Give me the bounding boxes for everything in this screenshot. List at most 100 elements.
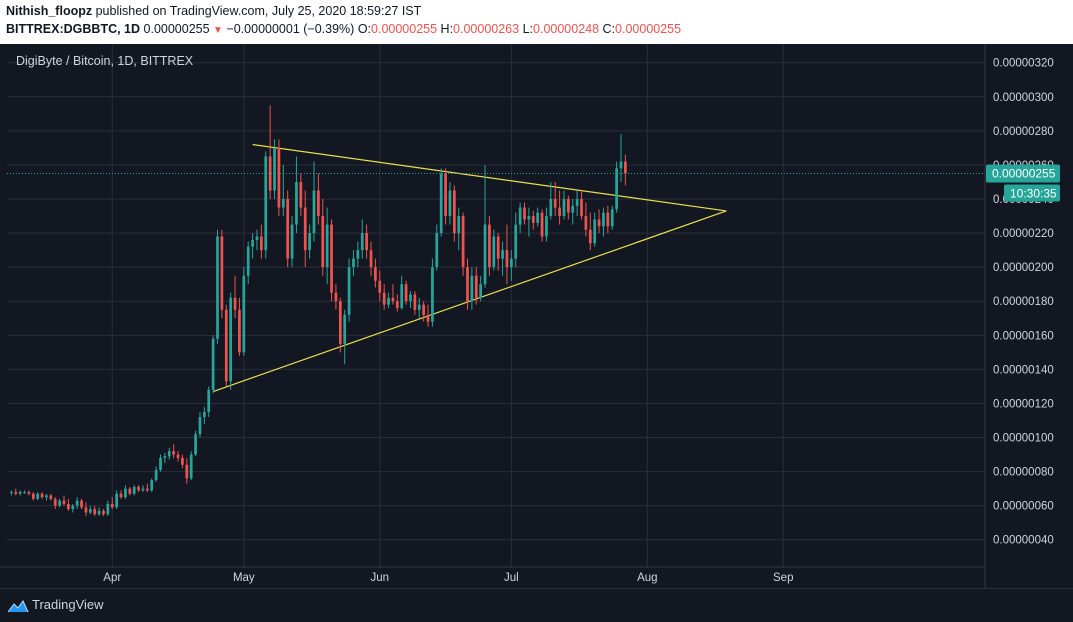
candle-body[interactable] (466, 267, 469, 302)
candle-body[interactable] (115, 493, 119, 508)
candle-body[interactable] (488, 224, 491, 268)
candle-body[interactable] (255, 236, 259, 240)
candle-body[interactable] (58, 500, 61, 506)
candle-body[interactable] (264, 156, 268, 251)
tradingview-logo-icon[interactable] (7, 598, 29, 614)
candle-body[interactable] (110, 503, 114, 508)
candle-body[interactable] (295, 181, 298, 225)
candle-body[interactable] (242, 275, 246, 353)
candle-body[interactable] (496, 236, 500, 259)
candle-body[interactable] (308, 233, 311, 251)
candle-body[interactable] (260, 236, 263, 251)
candle-body[interactable] (387, 297, 390, 305)
candle-body[interactable] (426, 314, 430, 322)
candle-body[interactable] (75, 500, 79, 506)
candle-body[interactable] (159, 457, 162, 470)
candle-body[interactable] (167, 451, 171, 457)
author-name[interactable]: Nithish_floopz (6, 4, 93, 18)
candle-body[interactable] (211, 338, 215, 390)
candle-body[interactable] (624, 161, 627, 174)
candle-body[interactable] (501, 250, 504, 259)
candle-body[interactable] (483, 224, 487, 285)
candle-body[interactable] (452, 190, 456, 234)
candle-body[interactable] (277, 147, 281, 208)
candle-body[interactable] (18, 492, 22, 494)
candle-body[interactable] (580, 199, 583, 217)
candle-body[interactable] (321, 216, 325, 268)
candle-body[interactable] (404, 284, 408, 302)
candle-body[interactable] (347, 267, 351, 315)
candle-body[interactable] (62, 500, 66, 504)
candle-body[interactable] (97, 510, 101, 515)
candle-body[interactable] (505, 250, 509, 268)
candle-body[interactable] (154, 469, 158, 481)
candle-body[interactable] (229, 297, 233, 382)
candle-body[interactable] (238, 309, 241, 353)
candle-body[interactable] (606, 212, 610, 227)
candle-body[interactable] (317, 190, 320, 217)
candle-body[interactable] (448, 190, 452, 217)
candle-body[interactable] (562, 199, 566, 217)
candle-body[interactable] (338, 301, 342, 344)
candle-body[interactable] (417, 304, 421, 310)
candle-body[interactable] (132, 486, 136, 494)
candle-body[interactable] (10, 492, 13, 494)
candle-body[interactable] (216, 236, 219, 339)
candle-body[interactable] (435, 233, 439, 268)
brand-name[interactable]: TradingView (32, 597, 104, 612)
candle-body[interactable] (527, 216, 531, 220)
candle-body[interactable] (369, 250, 373, 268)
candle-body[interactable] (395, 301, 399, 309)
candle-body[interactable] (268, 156, 272, 191)
candle-body[interactable] (40, 493, 44, 498)
candle-body[interactable] (567, 199, 570, 213)
candlestick-chart[interactable]: 0.00000040 0.00000060 0.00000080 0.00000100… (0, 44, 1073, 588)
candle-body[interactable] (343, 314, 347, 344)
candle-body[interactable] (286, 199, 290, 259)
candle-body[interactable] (84, 507, 88, 513)
candle-body[interactable] (49, 495, 53, 499)
candle-body[interactable] (224, 309, 228, 382)
candle-body[interactable] (220, 236, 224, 310)
trendline-lower[interactable] (212, 210, 727, 393)
candle-body[interactable] (181, 457, 184, 465)
candle-body[interactable] (106, 503, 110, 515)
candle-body[interactable] (553, 199, 557, 208)
candle-body[interactable] (391, 297, 395, 302)
candle-body[interactable] (479, 284, 483, 298)
candle-body[interactable] (571, 205, 575, 213)
candle-body[interactable] (172, 451, 176, 455)
candle-body[interactable] (360, 233, 364, 251)
candle-body[interactable] (102, 510, 105, 515)
candle-body[interactable] (150, 480, 154, 491)
candle-body[interactable] (330, 224, 333, 293)
candle-body[interactable] (492, 236, 496, 268)
candle-body[interactable] (602, 212, 605, 227)
candle-body[interactable] (145, 488, 149, 491)
candle-body[interactable] (545, 216, 548, 237)
candle-body[interactable] (27, 492, 31, 494)
candle-body[interactable] (558, 207, 561, 217)
candle-body[interactable] (615, 168, 618, 210)
candle-body[interactable] (163, 456, 167, 458)
candle-body[interactable] (413, 294, 417, 310)
candle-body[interactable] (312, 190, 316, 234)
candle-body[interactable] (281, 199, 285, 208)
candle-body[interactable] (374, 267, 377, 281)
candle-body[interactable] (189, 454, 193, 479)
trendline-upper[interactable] (252, 143, 727, 212)
candle-body[interactable] (334, 292, 338, 302)
candle-body[interactable] (67, 503, 70, 510)
candle-body[interactable] (619, 161, 623, 169)
candle-body[interactable] (36, 493, 40, 499)
candle-body[interactable] (431, 267, 434, 322)
candle-body[interactable] (356, 250, 360, 259)
trendlines[interactable] (212, 143, 727, 393)
candle-body[interactable] (514, 224, 518, 259)
candle-body[interactable] (457, 216, 461, 234)
candle-body[interactable] (141, 488, 145, 491)
candle-body[interactable] (23, 492, 26, 494)
candle-body[interactable] (207, 389, 211, 412)
candle-body[interactable] (299, 181, 303, 208)
candle-body[interactable] (536, 212, 540, 223)
